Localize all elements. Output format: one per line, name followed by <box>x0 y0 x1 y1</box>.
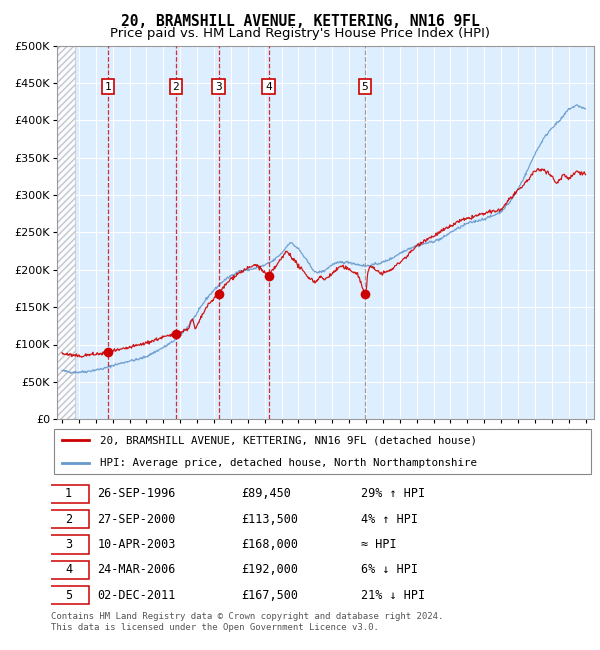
Text: 10-APR-2003: 10-APR-2003 <box>97 538 176 551</box>
Text: Price paid vs. HM Land Registry's House Price Index (HPI): Price paid vs. HM Land Registry's House … <box>110 27 490 40</box>
FancyBboxPatch shape <box>48 484 89 503</box>
Text: 20, BRAMSHILL AVENUE, KETTERING, NN16 9FL: 20, BRAMSHILL AVENUE, KETTERING, NN16 9F… <box>121 14 479 29</box>
FancyBboxPatch shape <box>48 535 89 554</box>
Text: 4: 4 <box>265 82 272 92</box>
Text: 1: 1 <box>105 82 112 92</box>
Text: 3: 3 <box>215 82 222 92</box>
Text: 20, BRAMSHILL AVENUE, KETTERING, NN16 9FL (detached house): 20, BRAMSHILL AVENUE, KETTERING, NN16 9F… <box>100 436 477 445</box>
Text: 5: 5 <box>65 589 72 602</box>
Text: Contains HM Land Registry data © Crown copyright and database right 2024.
This d: Contains HM Land Registry data © Crown c… <box>51 612 443 632</box>
Text: 4: 4 <box>65 563 72 577</box>
Text: 26-SEP-1996: 26-SEP-1996 <box>97 488 176 500</box>
Text: 27-SEP-2000: 27-SEP-2000 <box>97 512 176 525</box>
Text: 1: 1 <box>65 488 72 500</box>
Text: 3: 3 <box>65 538 72 551</box>
Text: £192,000: £192,000 <box>241 563 298 577</box>
Text: ≈ HPI: ≈ HPI <box>361 538 396 551</box>
Text: 5: 5 <box>361 82 368 92</box>
Text: 6% ↓ HPI: 6% ↓ HPI <box>361 563 418 577</box>
FancyBboxPatch shape <box>54 428 591 474</box>
FancyBboxPatch shape <box>48 510 89 528</box>
Text: 2: 2 <box>65 512 72 525</box>
Text: £113,500: £113,500 <box>241 512 298 525</box>
Text: 29% ↑ HPI: 29% ↑ HPI <box>361 488 425 500</box>
Text: £168,000: £168,000 <box>241 538 298 551</box>
FancyBboxPatch shape <box>48 560 89 579</box>
Text: £167,500: £167,500 <box>241 589 298 602</box>
Text: 4% ↑ HPI: 4% ↑ HPI <box>361 512 418 525</box>
Text: 2: 2 <box>173 82 179 92</box>
FancyBboxPatch shape <box>48 586 89 604</box>
Text: £89,450: £89,450 <box>241 488 291 500</box>
Text: HPI: Average price, detached house, North Northamptonshire: HPI: Average price, detached house, Nort… <box>100 458 477 467</box>
Text: 24-MAR-2006: 24-MAR-2006 <box>97 563 176 577</box>
Text: 21% ↓ HPI: 21% ↓ HPI <box>361 589 425 602</box>
Text: 02-DEC-2011: 02-DEC-2011 <box>97 589 176 602</box>
